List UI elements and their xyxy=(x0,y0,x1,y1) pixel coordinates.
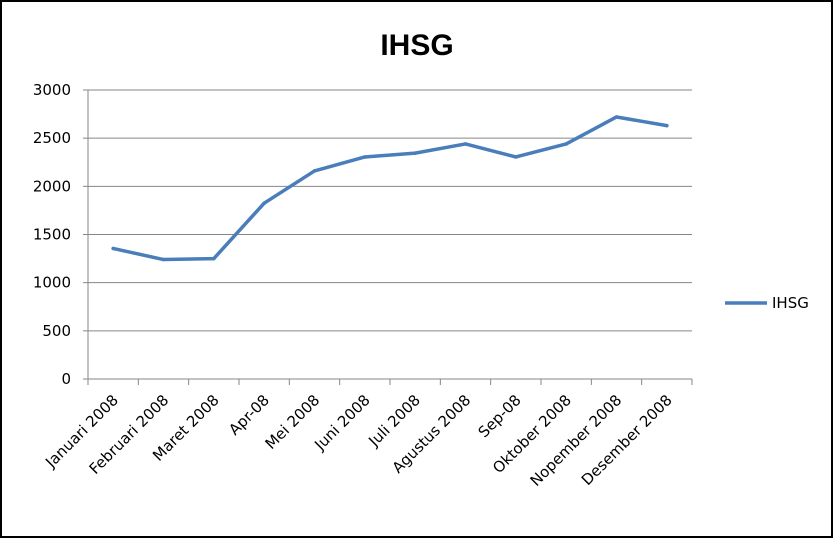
data-point xyxy=(161,257,166,262)
chart-title: IHSG xyxy=(380,29,453,62)
legend: IHSG xyxy=(725,294,809,312)
x-tick-label: Desember 2008 xyxy=(578,391,676,489)
series-group xyxy=(111,115,669,262)
y-tick-label: 2000 xyxy=(33,177,71,195)
legend-label: IHSG xyxy=(772,294,809,312)
x-tick-label: Apr-08 xyxy=(225,391,273,439)
y-tick-label: 2500 xyxy=(33,129,71,147)
grid-lines xyxy=(88,89,692,332)
data-point xyxy=(363,155,367,159)
y-tick-label: 0 xyxy=(61,370,71,388)
data-point xyxy=(262,201,266,205)
data-point xyxy=(312,169,317,173)
data-point xyxy=(413,151,417,155)
data-point xyxy=(463,142,468,146)
data-point xyxy=(614,115,619,119)
data-point xyxy=(665,123,669,128)
data-point xyxy=(212,256,216,261)
y-tick-label: 500 xyxy=(42,322,71,340)
y-axis-ticks: 0 500 1000 1500 2000 2500 3000 xyxy=(33,81,88,388)
x-tick-label: Nopember 2008 xyxy=(527,391,626,490)
data-point xyxy=(111,246,115,251)
data-point xyxy=(514,155,518,159)
y-tick-label: 3000 xyxy=(33,81,71,99)
data-point xyxy=(564,142,568,146)
y-tick-label: 1000 xyxy=(33,274,71,292)
y-tick-label: 1500 xyxy=(33,226,71,244)
x-tick-label: Sep-08 xyxy=(475,391,525,441)
series-line-ihsg xyxy=(111,115,669,262)
